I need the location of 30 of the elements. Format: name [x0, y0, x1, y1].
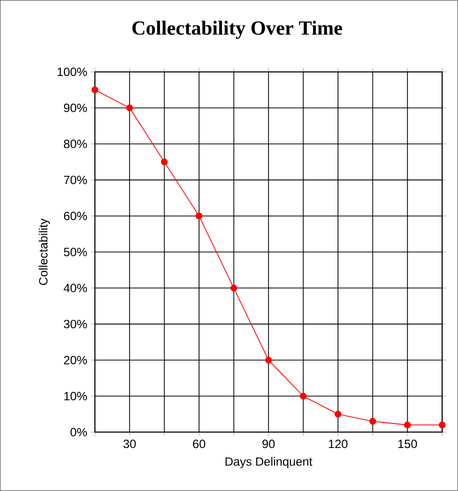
x-tick-label: 30: [123, 440, 136, 448]
y-tick-label: 40%: [64, 284, 87, 292]
y-axis-title: Collectability: [38, 218, 50, 285]
point: [300, 392, 307, 400]
y-tick-label: 10%: [64, 392, 87, 400]
y-tick-label: 0%: [70, 428, 87, 436]
point: [91, 86, 98, 94]
point: [160, 158, 168, 166]
x-tick-label: 90: [262, 440, 275, 448]
y-tick-label: 50%: [64, 248, 87, 256]
x-tick-label: 120: [328, 440, 348, 448]
x-tick-label: 60: [193, 440, 206, 448]
point: [369, 418, 376, 425]
chart-title: Collectability Over Time: [132, 20, 342, 39]
y-tick-label: 20%: [64, 356, 87, 364]
point: [334, 410, 342, 418]
point: [438, 422, 446, 428]
point: [265, 356, 272, 364]
y-tick-label: 90%: [64, 104, 87, 112]
y-tick-label: 80%: [64, 140, 87, 148]
y-tick-label: 70%: [64, 176, 87, 184]
x-tick-label: 150: [398, 440, 417, 448]
x-axis-title: Days Delinquent: [226, 457, 312, 468]
point: [196, 212, 202, 220]
point: [126, 104, 134, 112]
point: [230, 284, 238, 292]
y-tick-label: 60%: [64, 212, 87, 220]
y-tick-label: 30%: [64, 320, 87, 328]
y-tick-label: 100%: [58, 68, 87, 76]
point: [404, 422, 411, 428]
